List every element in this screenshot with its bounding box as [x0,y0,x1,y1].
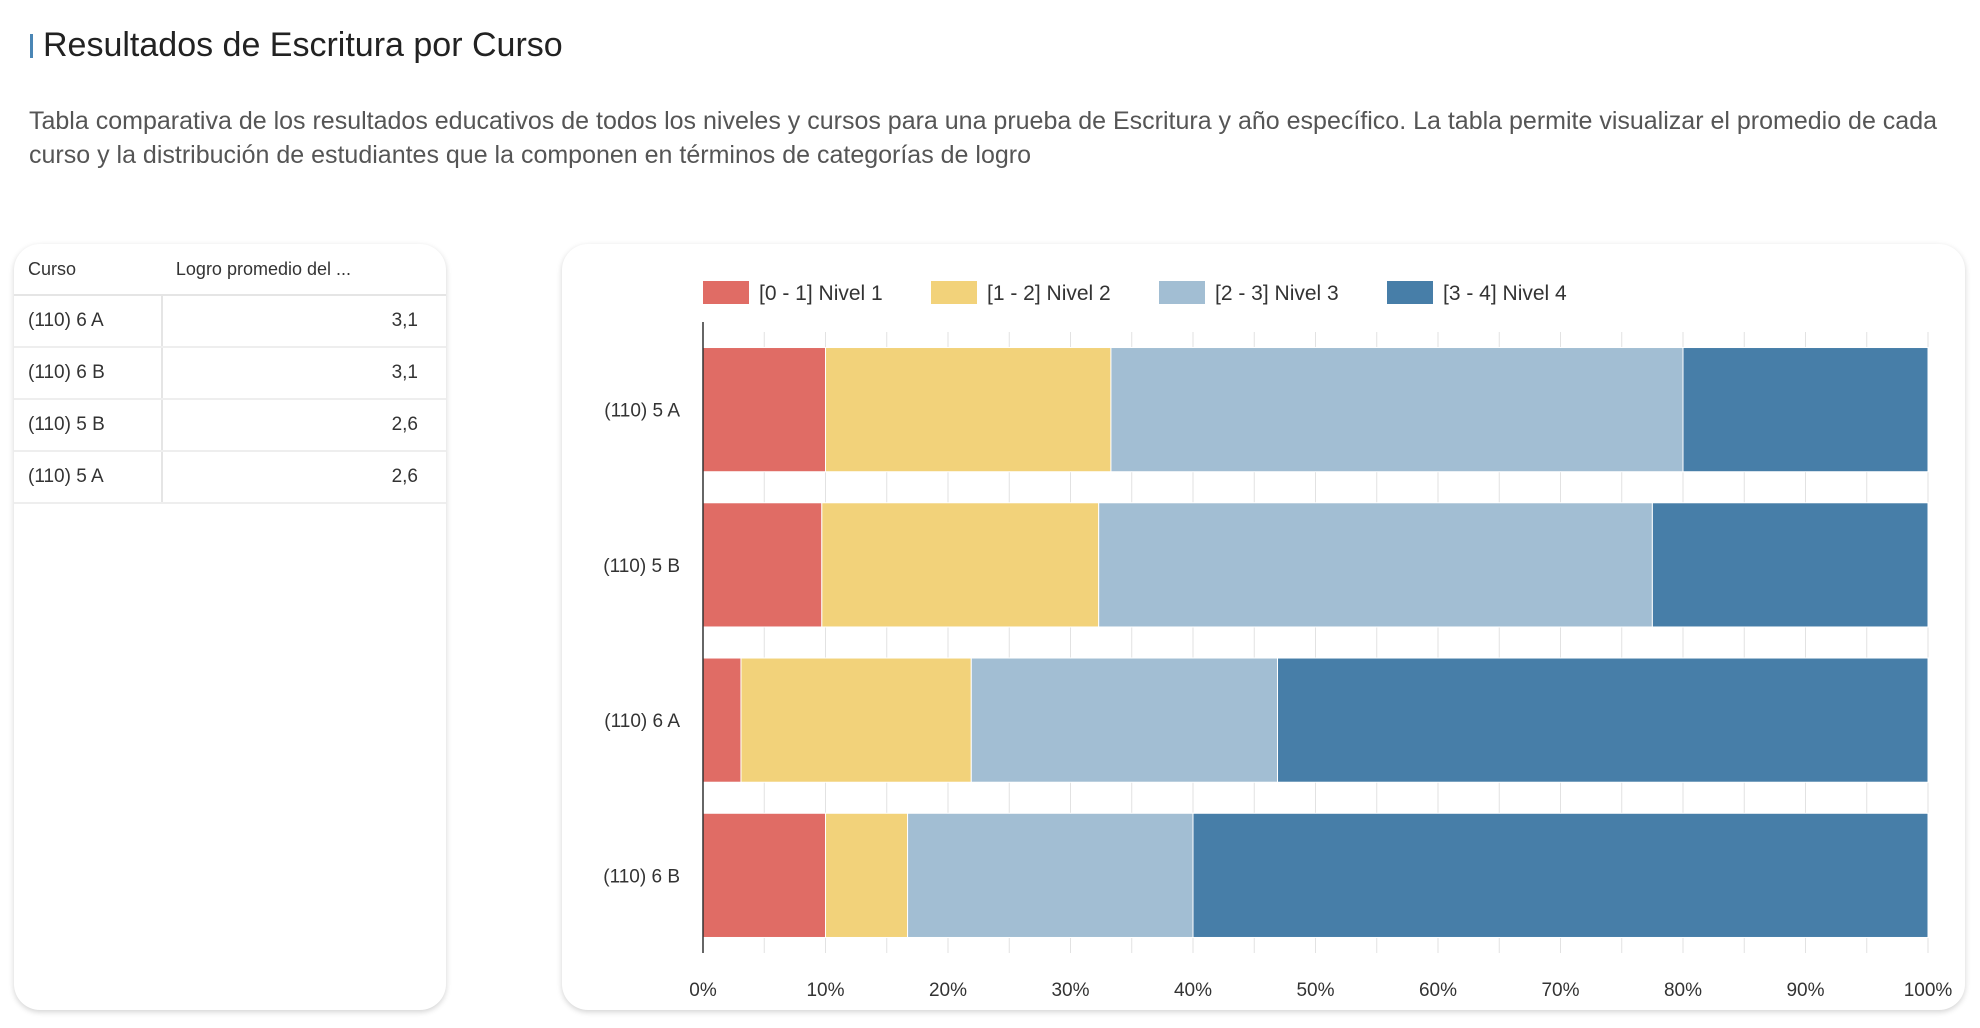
chart-card: [0 - 1] Nivel 1 [1 - 2] Nivel 2 [2 - 3] Ni… [562,244,1965,1010]
bar-segment[interactable] [825,812,909,938]
cell-curso: (110) 5 A [14,451,162,504]
bar-segment[interactable] [1277,657,1929,783]
cell-curso: (110) 6 A [14,295,162,348]
table-row: (110) 6 A 3,1 [14,295,446,348]
bar-segment[interactable] [821,502,1100,628]
cell-curso: (110) 6 B [14,347,162,400]
bar-segment[interactable] [907,812,1194,938]
title-text: Resultados de Escritura por Curso [43,26,563,64]
x-tick-label: 0% [689,980,717,1001]
column-header-curso[interactable]: Curso [14,244,162,296]
cell-logro: 2,6 [160,399,446,452]
cell-curso: (110) 5 B [14,399,162,452]
legend-swatch[interactable] [1159,281,1205,304]
table-row: (110) 5 B 2,6 [14,399,446,452]
legend-label[interactable]: [2 - 3] Nivel 3 [1215,282,1339,305]
legend-label[interactable]: [3 - 4] Nivel 4 [1443,282,1567,305]
bar-segment[interactable] [825,347,1112,473]
x-tick-label: 20% [929,980,967,1001]
bar-segment[interactable] [1110,347,1684,473]
category-label: (110) 5 B [603,556,680,577]
legend-swatch[interactable] [931,281,977,304]
bar-segment[interactable] [1098,502,1653,628]
bar-segment[interactable] [1651,502,1929,628]
column-header-logro[interactable]: Logro promedio del ... [161,244,446,296]
title-accent [30,33,33,58]
bar-segment[interactable] [702,657,742,783]
cell-logro: 2,6 [160,451,446,504]
bar-segment[interactable] [740,657,972,783]
stacked-bar-chart: [0 - 1] Nivel 1 [1 - 2] Nivel 2 [2 - 3] Ni… [603,281,1953,1001]
bar-segment[interactable] [1192,812,1929,938]
category-label: (110) 6 A [604,711,680,732]
averages-table: Curso Logro promedio del ... (110) 6 A 3,… [14,244,446,504]
legend-swatch[interactable] [703,281,749,304]
cell-logro: 3,1 [160,347,446,400]
x-tick-label: 60% [1419,980,1457,1001]
legend-label[interactable]: [0 - 1] Nivel 1 [759,282,883,305]
cell-logro: 3,1 [160,295,446,348]
averages-table-card: Curso Logro promedio del ... (110) 6 A 3,… [14,244,446,1010]
x-tick-label: 10% [806,980,844,1001]
table-row: (110) 5 A 2,6 [14,451,446,504]
bar-segment[interactable] [1682,347,1929,473]
table-row: (110) 6 B 3,1 [14,347,446,400]
bar-segment[interactable] [702,347,826,473]
legend-label[interactable]: [1 - 2] Nivel 2 [987,282,1111,305]
x-tick-label: 80% [1664,980,1702,1001]
bar-segment[interactable] [970,657,1279,783]
x-tick-label: 50% [1296,980,1334,1001]
bar-segment[interactable] [702,812,826,938]
x-tick-label: 100% [1904,980,1953,1001]
category-label: (110) 6 B [603,866,680,887]
page-description: Tabla comparativa de los resultados educ… [29,107,1938,169]
category-label: (110) 5 A [604,401,680,422]
legend-swatch[interactable] [1387,281,1433,304]
x-tick-label: 30% [1051,980,1089,1001]
x-tick-label: 40% [1174,980,1212,1001]
x-tick-label: 90% [1786,980,1824,1001]
bar-segment[interactable] [702,502,823,628]
x-tick-label: 70% [1541,980,1579,1001]
page-title: Resultados de Escritura por Curso [30,26,563,65]
